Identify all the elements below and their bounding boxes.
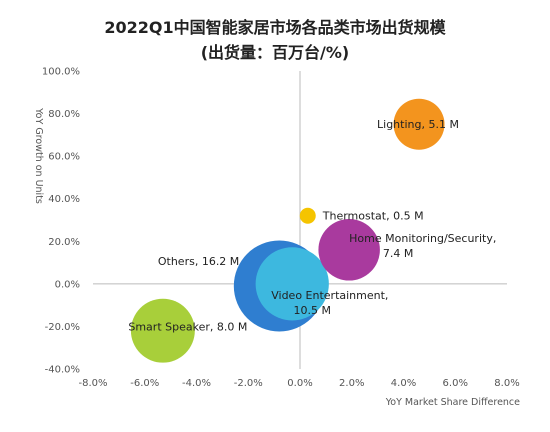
home-monitoring-label: Home Monitoring/Security,: [349, 232, 496, 245]
chart-subtitle: (出货量：百万台/%): [200, 43, 350, 62]
y-tick-label: 40.0%: [48, 194, 80, 205]
home-monitoring-label-line2: 7.4 M: [383, 247, 413, 260]
video-label-line2: 10.5 M: [293, 304, 330, 317]
x-tick-label: 2.0%: [339, 378, 364, 389]
y-axis-label: YoY Growth on Units: [33, 107, 44, 204]
lighting-label: Lighting, 5.1 M: [377, 118, 459, 131]
smart-speaker-label: Smart Speaker, 8.0 M: [128, 321, 247, 334]
y-tick-label: 60.0%: [48, 152, 80, 163]
video-bubble: [255, 247, 329, 321]
x-tick-label: 0.0%: [287, 378, 312, 389]
y-tick-label: -40.0%: [45, 365, 80, 376]
others-label: Others, 16.2 M: [158, 255, 239, 268]
video-label: Video Entertainment,: [271, 289, 388, 302]
x-tick-label: -4.0%: [182, 378, 211, 389]
lighting-bubble: [393, 98, 445, 150]
x-tick-label: -2.0%: [234, 378, 263, 389]
y-tick-label: 0.0%: [55, 279, 80, 290]
thermostat-label: Thermostat, 0.5 M: [322, 210, 424, 223]
home-monitoring-bubble: [318, 219, 380, 281]
y-tick-label: 20.0%: [48, 237, 80, 248]
thermostat-bubble: [299, 207, 316, 224]
y-tick-label: 100.0%: [42, 67, 80, 78]
x-tick-label: -6.0%: [130, 378, 159, 389]
x-tick-label: -8.0%: [78, 378, 107, 389]
x-tick-label: 6.0%: [443, 378, 468, 389]
x-axis-label: YoY Market Share Difference: [385, 397, 520, 408]
x-tick-label: 8.0%: [494, 378, 519, 389]
chart-title: 2022Q1中国智能家居市场各品类市场出货规模: [104, 18, 446, 37]
y-tick-label: -20.0%: [45, 322, 80, 333]
smart-speaker-bubble: [130, 298, 195, 363]
y-tick-label: 80.0%: [48, 109, 80, 120]
x-tick-label: 4.0%: [391, 378, 416, 389]
